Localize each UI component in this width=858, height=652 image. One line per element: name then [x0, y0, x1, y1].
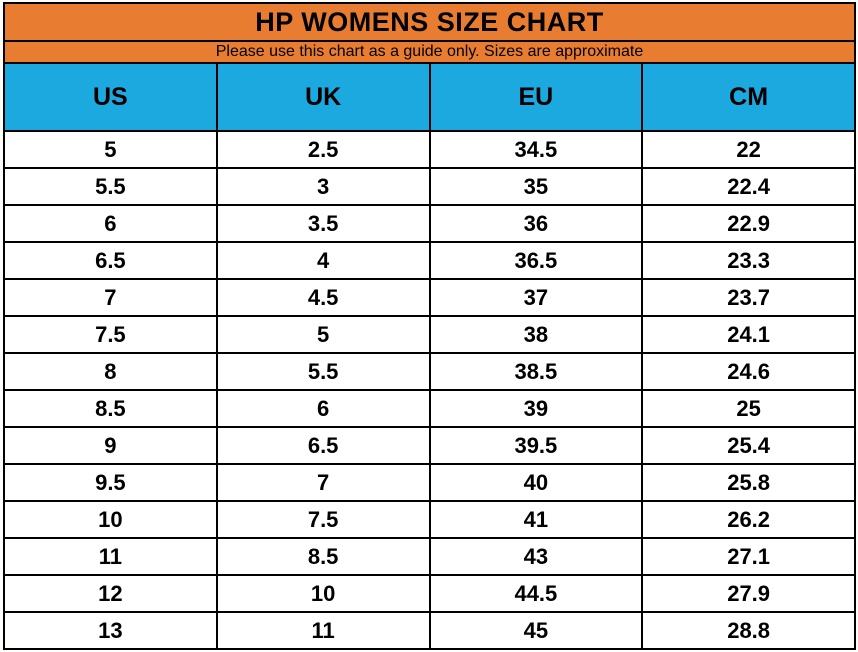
table-cell: 3.5: [215, 204, 431, 243]
chart-title: HP WOMENS SIZE CHART: [3, 2, 856, 42]
table-cell: 12: [3, 574, 218, 613]
chart-subtitle: Please use this chart as a guide only. S…: [3, 40, 856, 64]
table-cell: 36: [428, 204, 644, 243]
table-cell: 25: [641, 389, 856, 428]
table-cell: 5.5: [215, 352, 431, 391]
size-table-body: 5 2.5 34.5 22 5.5 3 35 22.4 6 3.5 36 22.9 6.5 4 36.5 23…: [3, 130, 856, 650]
table-cell: 38.5: [428, 352, 644, 391]
table-row: 9 6.5 39.5 25.4: [3, 426, 856, 465]
column-header-us: US: [3, 62, 218, 132]
table-cell: 23.7: [641, 278, 856, 317]
table-cell: 25.4: [641, 426, 856, 465]
table-cell: 35: [428, 167, 644, 206]
table-cell: 7: [3, 278, 218, 317]
table-row: 10 7.5 41 26.2: [3, 500, 856, 539]
table-cell: 5: [3, 130, 218, 169]
table-row: 8 5.5 38.5 24.6: [3, 352, 856, 391]
table-row: 6 3.5 36 22.9: [3, 204, 856, 243]
table-cell: 5.5: [3, 167, 218, 206]
table-cell: 27.1: [641, 537, 856, 576]
table-row: 11 8.5 43 27.1: [3, 537, 856, 576]
table-cell: 28.8: [641, 611, 856, 650]
table-cell: 8: [3, 352, 218, 391]
table-row: 6.5 4 36.5 23.3: [3, 241, 856, 280]
size-chart-table: HP WOMENS SIZE CHART Please use this cha…: [3, 2, 856, 650]
column-header-eu: EU: [428, 62, 644, 132]
table-cell: 43: [428, 537, 644, 576]
table-cell: 5: [215, 315, 431, 354]
table-cell: 7.5: [3, 315, 218, 354]
table-row: 8.5 6 39 25: [3, 389, 856, 428]
table-cell: 6: [3, 204, 218, 243]
table-cell: 2.5: [215, 130, 431, 169]
table-cell: 25.8: [641, 463, 856, 502]
table-cell: 4: [215, 241, 431, 280]
table-cell: 26.2: [641, 500, 856, 539]
table-cell: 7: [215, 463, 431, 502]
table-row: 5.5 3 35 22.4: [3, 167, 856, 206]
table-cell: 8.5: [215, 537, 431, 576]
table-cell: 39: [428, 389, 644, 428]
table-cell: 37: [428, 278, 644, 317]
table-cell: 22: [641, 130, 856, 169]
table-cell: 44.5: [428, 574, 644, 613]
column-header-row: US UK EU CM: [3, 62, 856, 132]
table-cell: 9: [3, 426, 218, 465]
table-cell: 22.4: [641, 167, 856, 206]
table-row: 7.5 5 38 24.1: [3, 315, 856, 354]
column-header-cm: CM: [641, 62, 856, 132]
table-cell: 41: [428, 500, 644, 539]
table-row: 9.5 7 40 25.8: [3, 463, 856, 502]
table-row: 13 11 45 28.8: [3, 611, 856, 650]
table-cell: 27.9: [641, 574, 856, 613]
table-cell: 22.9: [641, 204, 856, 243]
title-row: HP WOMENS SIZE CHART: [3, 2, 856, 42]
table-cell: 24.6: [641, 352, 856, 391]
column-header-uk: UK: [215, 62, 431, 132]
table-row: 5 2.5 34.5 22: [3, 130, 856, 169]
table-cell: 36.5: [428, 241, 644, 280]
table-cell: 6.5: [3, 241, 218, 280]
table-cell: 45: [428, 611, 644, 650]
table-row: 12 10 44.5 27.9: [3, 574, 856, 613]
table-row: 7 4.5 37 23.7: [3, 278, 856, 317]
table-cell: 23.3: [641, 241, 856, 280]
table-cell: 10: [215, 574, 431, 613]
table-cell: 11: [215, 611, 431, 650]
subtitle-row: Please use this chart as a guide only. S…: [3, 40, 856, 64]
table-cell: 11: [3, 537, 218, 576]
table-cell: 38: [428, 315, 644, 354]
table-cell: 39.5: [428, 426, 644, 465]
table-cell: 34.5: [428, 130, 644, 169]
table-cell: 8.5: [3, 389, 218, 428]
table-cell: 40: [428, 463, 644, 502]
table-cell: 9.5: [3, 463, 218, 502]
table-cell: 6.5: [215, 426, 431, 465]
table-cell: 13: [3, 611, 218, 650]
table-cell: 3: [215, 167, 431, 206]
table-cell: 24.1: [641, 315, 856, 354]
table-cell: 7.5: [215, 500, 431, 539]
table-cell: 4.5: [215, 278, 431, 317]
table-cell: 10: [3, 500, 218, 539]
table-cell: 6: [215, 389, 431, 428]
